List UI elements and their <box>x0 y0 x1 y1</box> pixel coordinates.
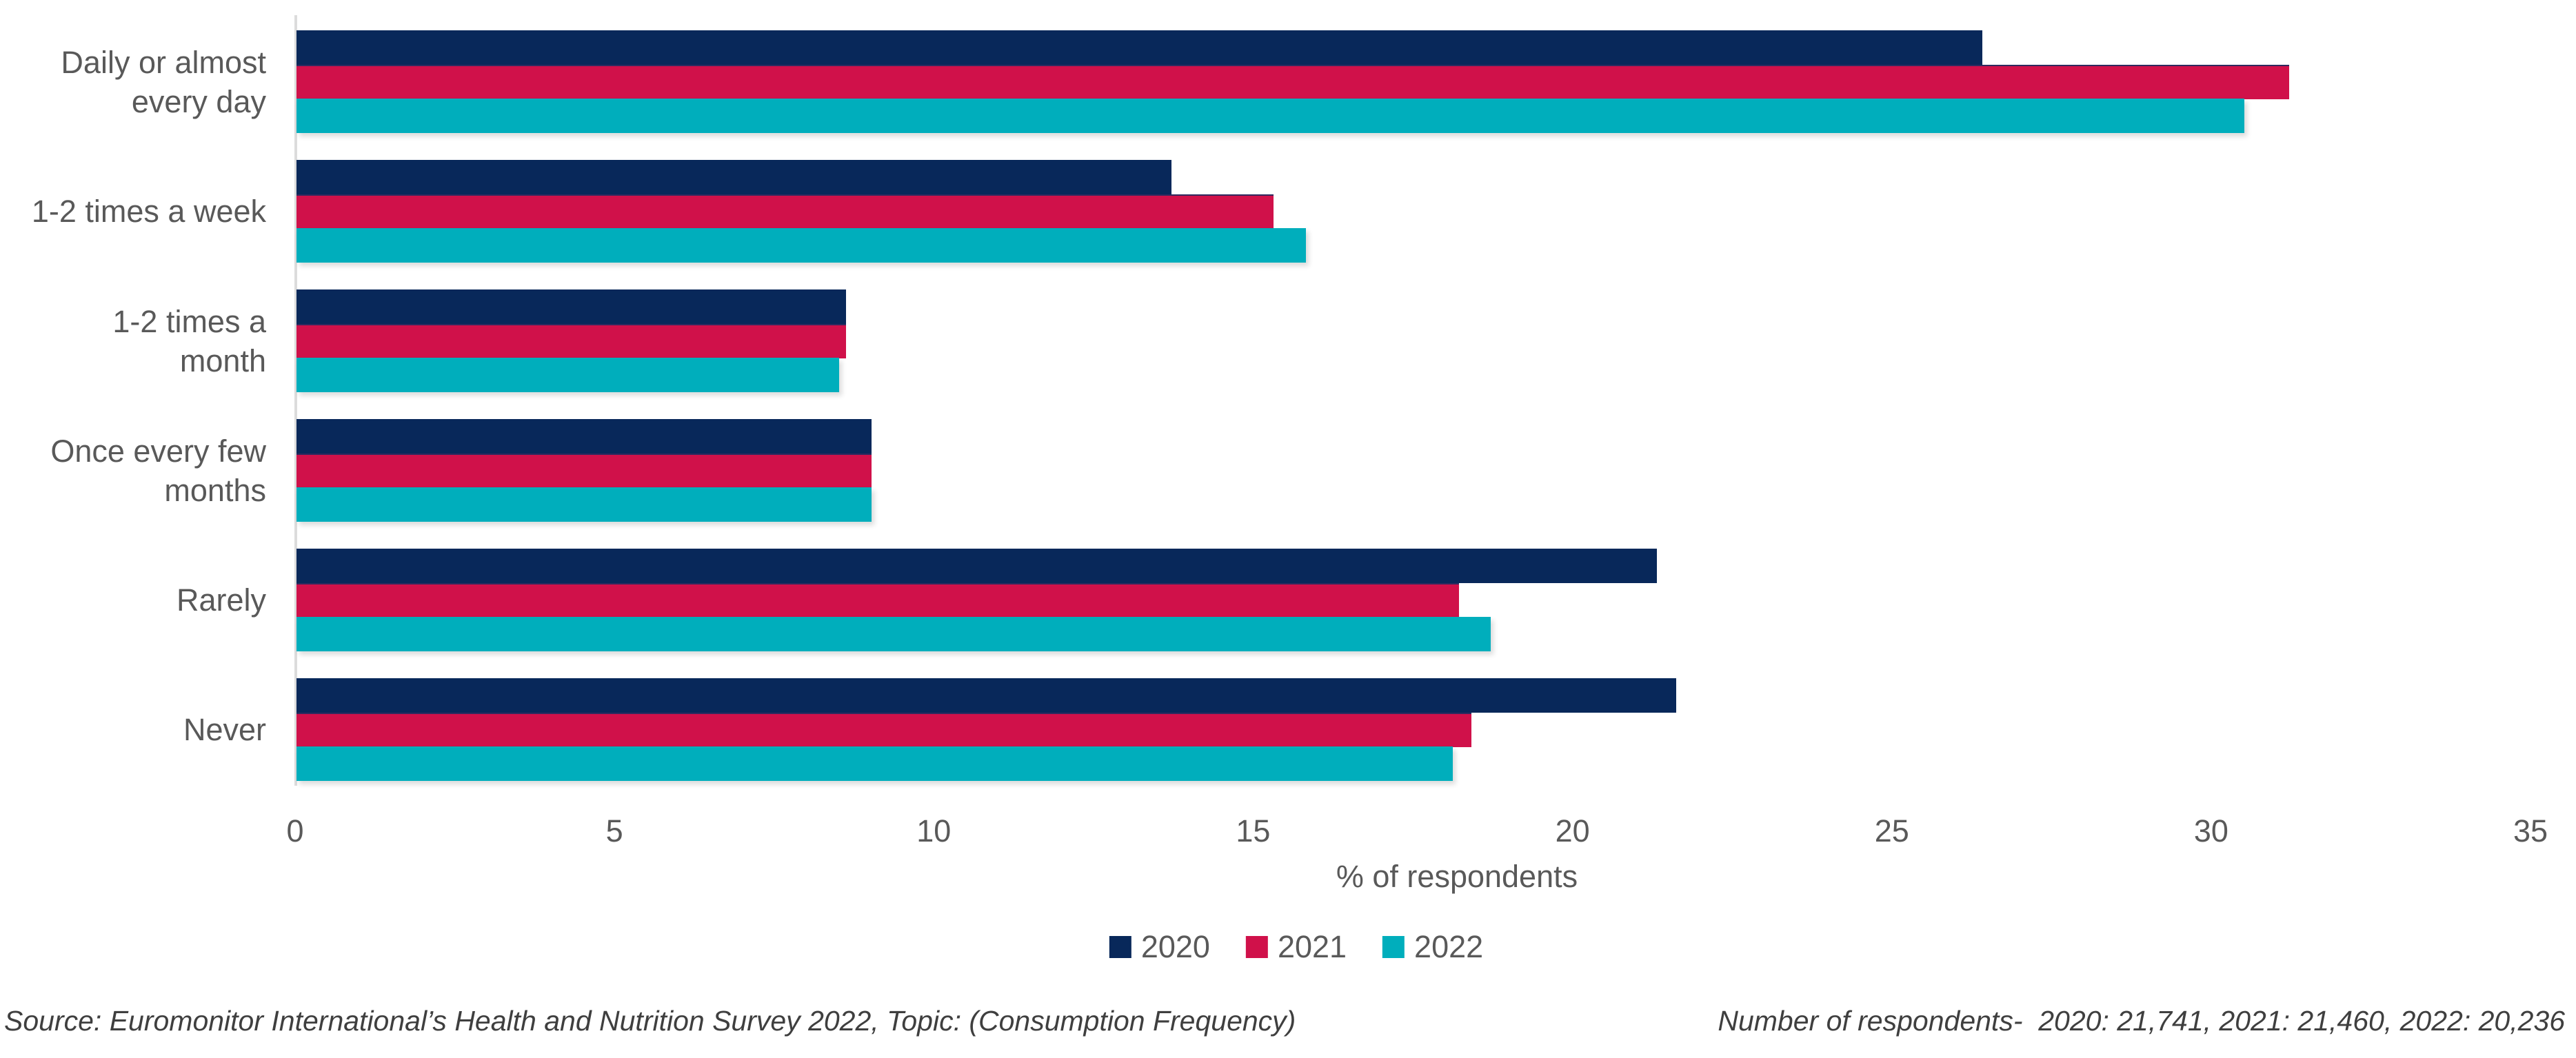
x-tick-label: 35 <box>2513 813 2548 848</box>
category-label: Daily or almost every day <box>61 44 266 119</box>
bar-2020 <box>296 289 846 324</box>
legend-swatch-2022 <box>1382 936 1405 958</box>
x-tick-label: 10 <box>916 813 952 848</box>
bar-2020 <box>296 678 1676 713</box>
category-label: 1-2 times a month <box>112 303 266 378</box>
legend: 2020 2021 2022 <box>1109 929 1483 965</box>
category-label: 1-2 times a week <box>31 194 266 229</box>
legend-item: 2020 <box>1109 929 1210 965</box>
x-tick-label: 30 <box>2193 813 2228 848</box>
category-label: Never <box>183 712 266 747</box>
x-tick-label: 25 <box>1874 813 1909 848</box>
x-tick-label: 0 <box>286 813 304 848</box>
legend-item: 2021 <box>1245 929 1347 965</box>
bar-2021 <box>296 194 1274 229</box>
y-axis-line <box>294 15 297 786</box>
bar-2021 <box>296 64 2290 99</box>
bar-2021 <box>296 582 1459 618</box>
legend-swatch-2020 <box>1109 936 1131 958</box>
bar-2020 <box>296 419 872 454</box>
bar-2020 <box>296 160 1172 194</box>
legend-label: 2022 <box>1414 929 1484 964</box>
bar-2022 <box>296 487 872 522</box>
bar-2020 <box>296 30 1983 65</box>
bar-2020 <box>296 549 1658 583</box>
bar-2022 <box>296 99 2245 133</box>
bar-2021 <box>296 712 1472 747</box>
x-axis-title: % of respondents <box>1336 859 1578 894</box>
legend-label: 2021 <box>1277 929 1347 964</box>
category-label: Rarely <box>176 582 266 618</box>
bar-2021 <box>296 323 846 358</box>
legend-label: 2020 <box>1140 929 1210 964</box>
x-tick-label: 20 <box>1555 813 1590 848</box>
legend-swatch-2021 <box>1245 936 1268 958</box>
source-note: Source: Euromonitor International’s Heal… <box>4 1005 1296 1037</box>
bar-2022 <box>296 228 1306 263</box>
x-tick-label: 15 <box>1236 813 1271 848</box>
bar-2022 <box>296 617 1491 651</box>
bar-2022 <box>296 358 840 392</box>
legend-item: 2022 <box>1382 929 1483 965</box>
respondents-note: Number of respondents- 2020: 21,741, 202… <box>1718 1005 2565 1037</box>
bar-2022 <box>296 746 1453 781</box>
category-label: Once every few months <box>50 433 266 508</box>
x-tick-label: 5 <box>605 813 623 848</box>
bar-2021 <box>296 453 872 488</box>
